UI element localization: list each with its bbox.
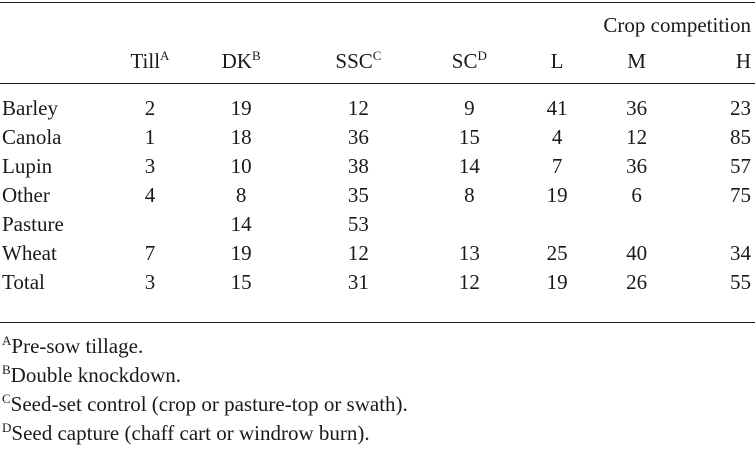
row-label: Barley [2,95,58,120]
row-label-header [0,38,113,87]
cell-m: 36 [626,153,648,178]
cell-till: 7 [144,240,156,265]
table-row: Pasture 14 53 [0,209,755,238]
top-rule [0,2,755,3]
cell-sc: 14 [458,153,480,178]
weed-control-table: Crop competition TillA DKB SSCC SCD L M … [0,0,755,296]
footnote-c: CSeed-set control (crop or pasture-top o… [2,391,408,416]
cell-ssc: 36 [347,124,369,149]
cell-l: 25 [546,240,568,265]
row-label: Pasture [2,211,64,236]
cell-till: 1 [144,124,156,149]
cell-sc: 12 [458,269,480,294]
cell-m: 26 [626,269,648,294]
group-header-row: Crop competition [0,0,755,38]
cell-sc: 13 [458,240,480,265]
cell-l [517,209,597,238]
cell-m: 6 [631,182,642,207]
table-row: Total 3 15 31 12 19 26 55 [0,267,755,296]
cell-sc: 15 [458,124,480,149]
table-row: Barley 2 19 12 9 41 36 23 [0,93,755,122]
table-row: Other 4 8 35 8 19 6 75 [0,180,755,209]
table-row: Canola 1 18 36 15 4 12 85 [0,122,755,151]
row-label: Other [2,182,50,207]
col-header-dk: DKB [221,47,261,73]
cell-dk: 8 [235,182,247,207]
footnote-a: APre-sow tillage. [2,333,144,358]
cell-ssc: 35 [347,182,369,207]
cell-m [597,209,677,238]
crop-competition-header: Crop competition [603,13,751,37]
cell-till: 4 [144,182,156,207]
footnote-d: DSeed capture (chaff cart or windrow bur… [2,420,370,445]
header-rule [0,83,755,84]
cell-l: 41 [546,95,568,120]
cell-l: 7 [551,153,563,178]
cell-till [113,209,186,238]
cell-m: 40 [626,240,648,265]
cell-dk: 14 [230,211,252,236]
cell-m: 12 [626,124,648,149]
cell-ssc: 12 [347,240,369,265]
col-header-l: L [550,48,564,73]
cell-sc [421,209,517,238]
row-label: Canola [2,124,62,149]
cell-till: 2 [144,95,156,120]
row-label: Total [2,269,45,294]
cell-l: 19 [546,182,568,207]
cell-l: 19 [546,269,568,294]
cell-h: 57 [730,153,751,178]
cell-sc: 8 [464,182,475,207]
col-header-m: M [627,48,646,73]
cell-ssc: 53 [347,211,369,236]
cell-dk: 18 [230,124,252,149]
cell-l: 4 [551,124,563,149]
col-header-till: TillA [130,47,170,73]
cell-dk: 19 [230,95,252,120]
row-label: Wheat [2,240,57,265]
cell-ssc: 12 [347,95,369,120]
row-label: Lupin [2,153,53,178]
footnote-b: BDouble knockdown. [2,362,181,387]
cell-till: 3 [144,153,156,178]
cell-dk: 15 [230,269,252,294]
cell-m: 36 [626,95,648,120]
cell-ssc: 31 [347,269,369,294]
column-header-row: TillA DKB SSCC SCD L M H [0,38,755,87]
footnotes: APre-sow tillage. BDouble knockdown. CSe… [2,332,408,448]
cell-ssc: 38 [347,153,369,178]
cell-h [676,209,755,238]
col-header-h: H [735,48,751,73]
cell-h: 75 [730,182,751,207]
cell-h: 55 [730,269,751,294]
cell-sc: 9 [464,95,475,120]
cell-dk: 10 [230,153,252,178]
cell-h: 85 [730,124,751,149]
col-header-sc: SCD [451,47,487,73]
cell-till: 3 [144,269,156,294]
table-row: Lupin 3 10 38 14 7 36 57 [0,151,755,180]
table-row: Wheat 7 19 12 13 25 40 34 [0,238,755,267]
cell-dk: 19 [230,240,252,265]
cell-h: 34 [730,240,751,265]
cell-h: 23 [730,95,751,120]
col-header-ssc: SSCC [335,47,382,73]
bottom-rule [0,322,755,323]
